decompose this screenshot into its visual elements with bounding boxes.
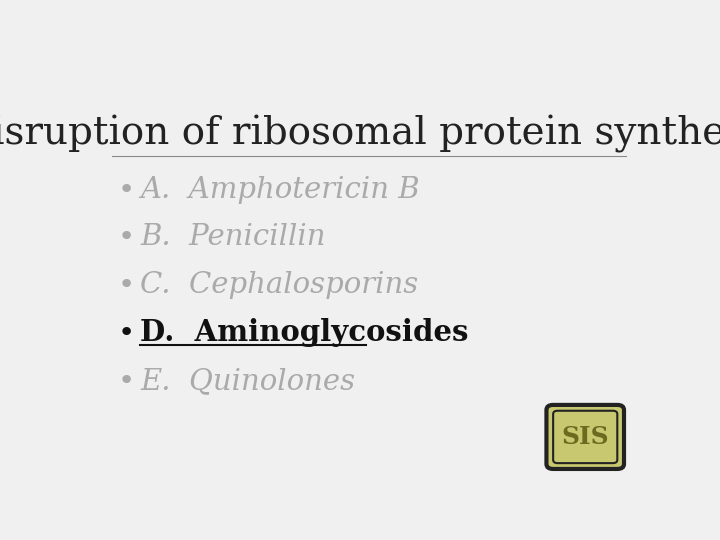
Text: •: • bbox=[117, 271, 135, 299]
Text: D.  Aminoglycosides: D. Aminoglycosides bbox=[140, 319, 469, 348]
Text: •: • bbox=[117, 224, 135, 251]
FancyBboxPatch shape bbox=[553, 411, 617, 463]
Text: •: • bbox=[117, 367, 135, 395]
FancyBboxPatch shape bbox=[546, 405, 624, 469]
Text: A.  Amphotericin B: A. Amphotericin B bbox=[140, 176, 420, 204]
Text: •: • bbox=[117, 319, 135, 347]
Text: SIS: SIS bbox=[562, 425, 609, 449]
Text: C.  Cephalosporins: C. Cephalosporins bbox=[140, 271, 418, 299]
Text: Disruption of ribosomal protein synthesis: Disruption of ribosomal protein synthesi… bbox=[0, 114, 720, 153]
Text: B.  Penicillin: B. Penicillin bbox=[140, 224, 325, 251]
Text: E.  Quinolones: E. Quinolones bbox=[140, 367, 356, 395]
Text: •: • bbox=[117, 176, 135, 204]
